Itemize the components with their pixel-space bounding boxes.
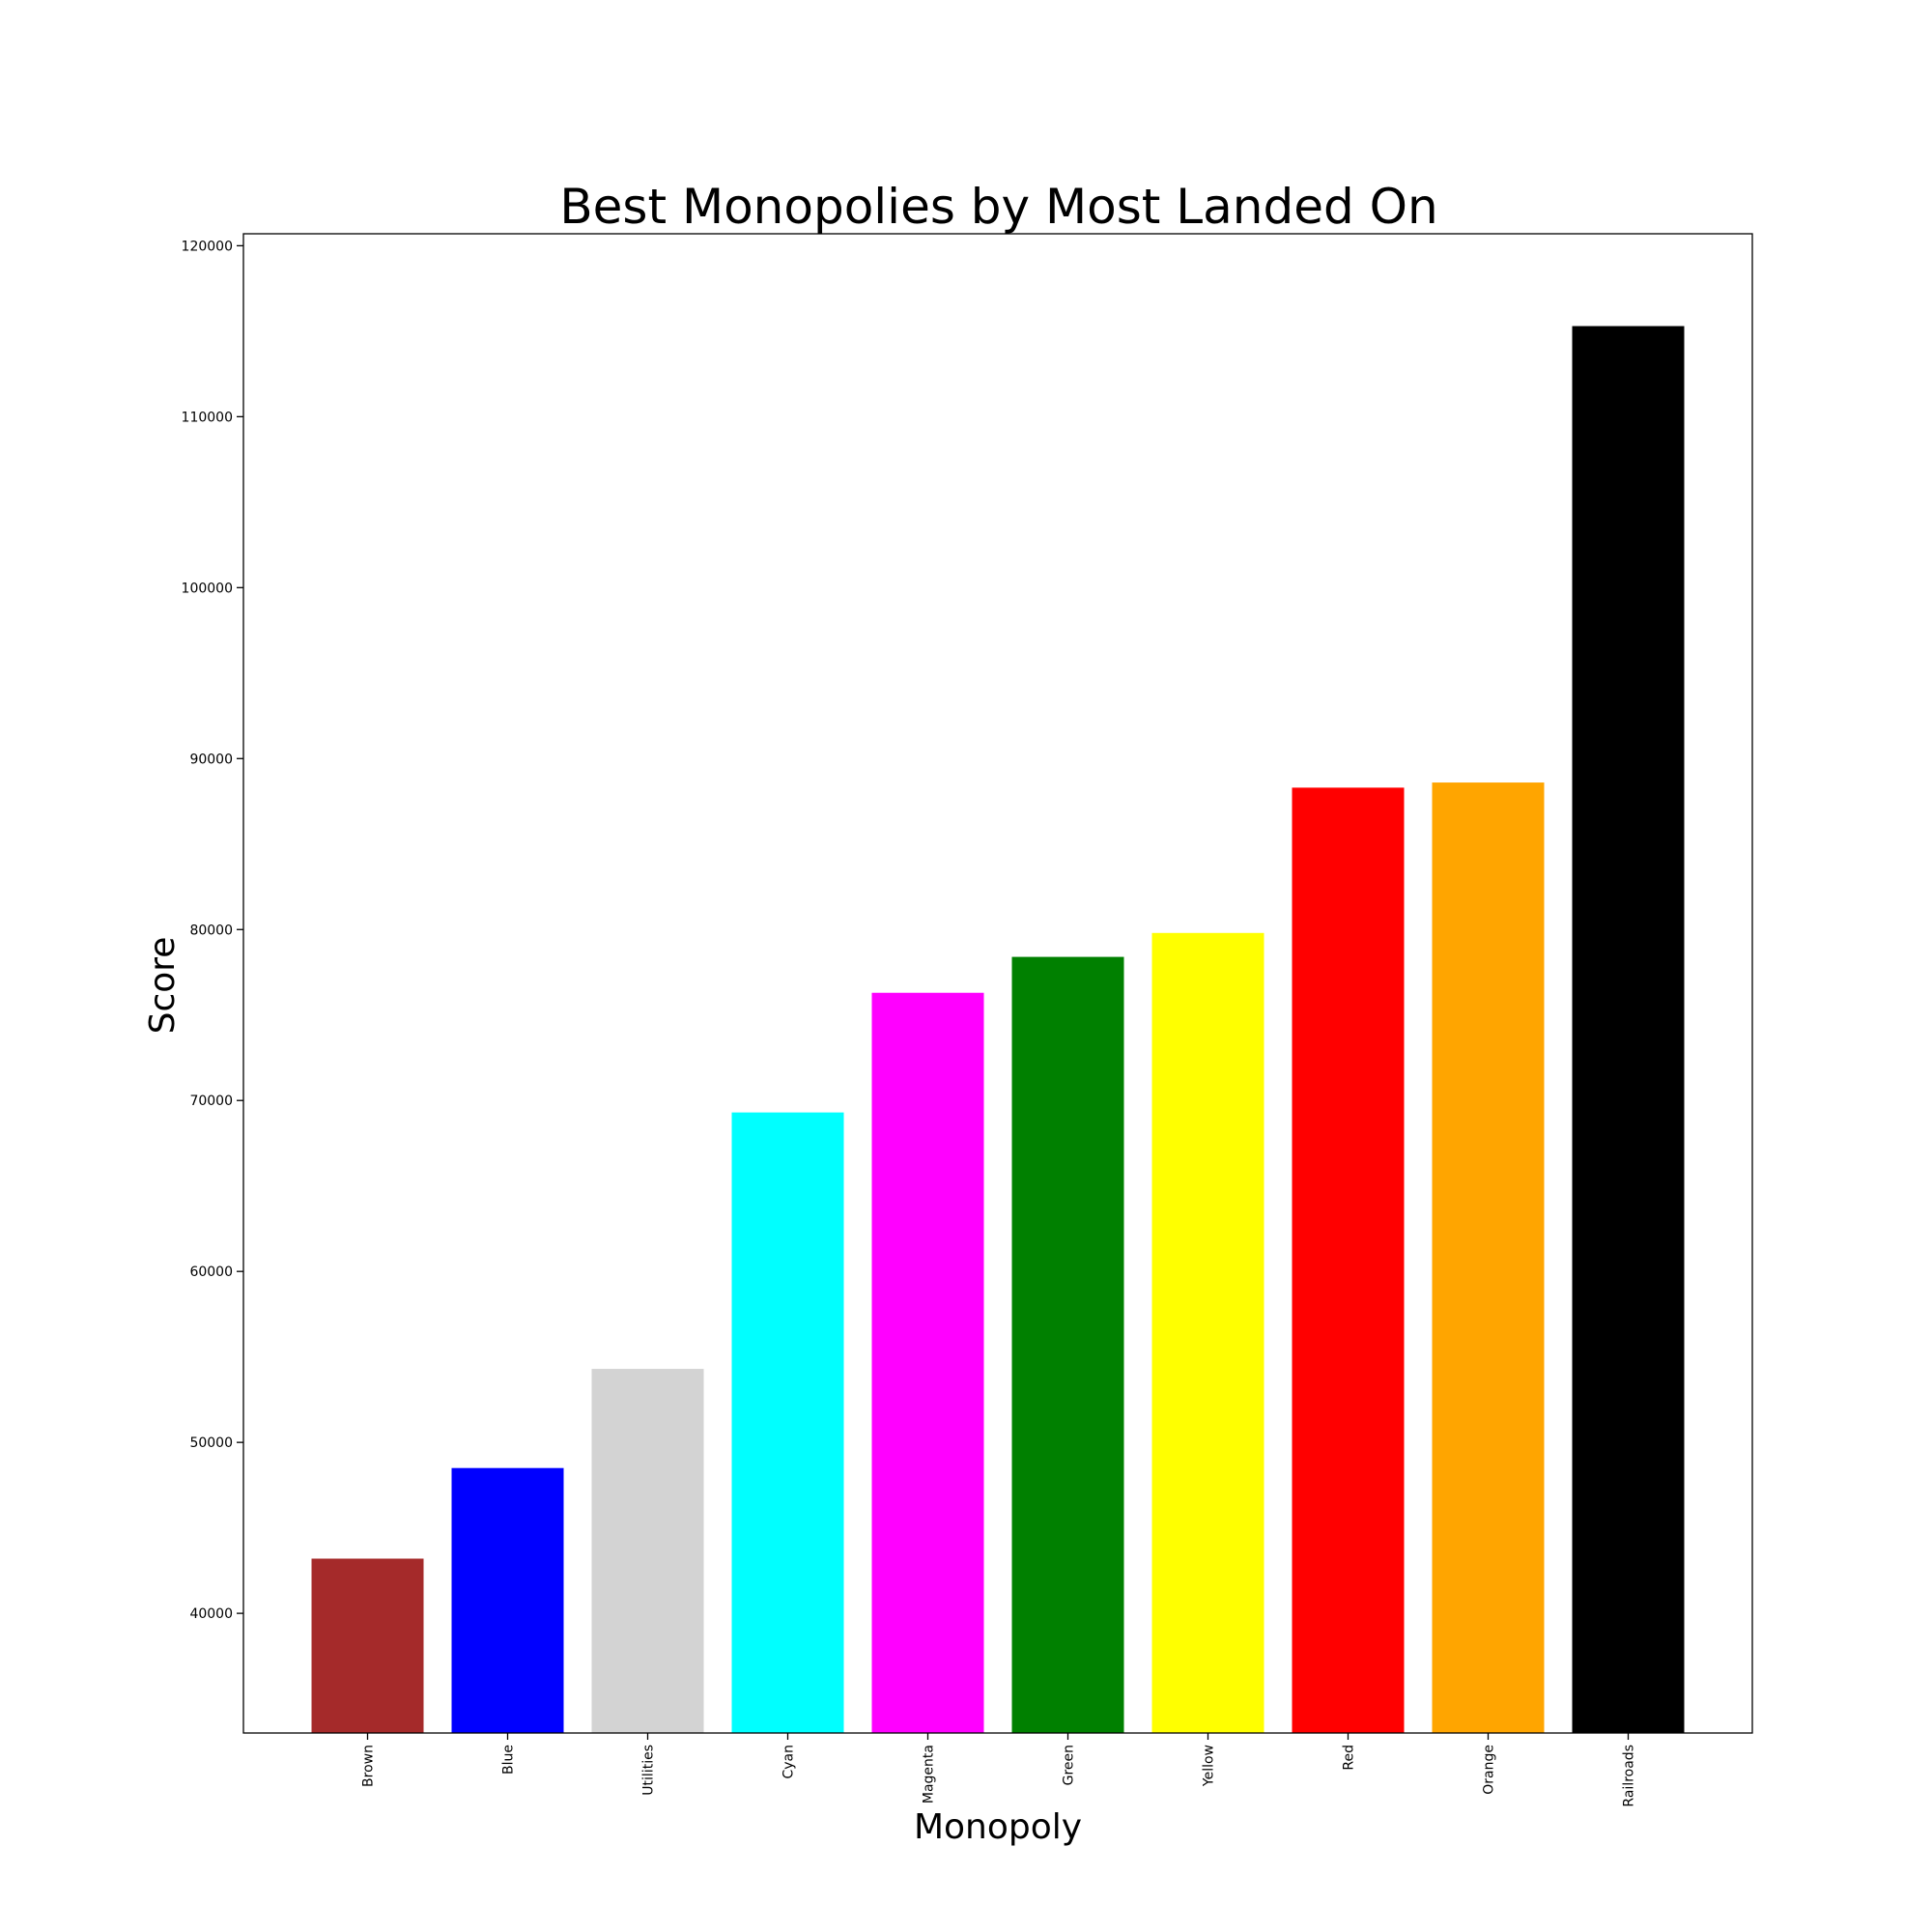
bars-group xyxy=(311,326,1685,1733)
x-tick-label: Green xyxy=(1062,1745,1077,1785)
x-axis-label: Monopoly xyxy=(914,1807,1082,1847)
x-tick-label: Blue xyxy=(501,1745,517,1775)
bar-yellow xyxy=(1151,932,1264,1733)
x-tick-label: Orange xyxy=(1482,1745,1497,1795)
y-tick-label: 50000 xyxy=(189,1435,233,1451)
x-tick-label: Red xyxy=(1342,1745,1357,1771)
y-tick-label: 110000 xyxy=(182,410,233,425)
y-tick-label: 90000 xyxy=(189,752,233,767)
y-tick-label: 60000 xyxy=(189,1264,233,1280)
x-axis-ticks: Brown Blue Utilities Cyan Magenta Green Yellow… xyxy=(361,1733,1637,1807)
y-tick-label: 40000 xyxy=(189,1606,233,1622)
bar-brown xyxy=(311,1558,424,1733)
chart-title: Best Monopolies by Most Landed On xyxy=(559,179,1437,235)
bar-red xyxy=(1292,787,1405,1733)
x-tick-label: Railroads xyxy=(1622,1745,1637,1807)
bar-cyan xyxy=(731,1112,844,1733)
y-tick-label: 120000 xyxy=(182,239,233,254)
y-axis-label: Score xyxy=(143,937,183,1035)
bar-magenta xyxy=(871,992,984,1733)
x-tick-label: Magenta xyxy=(922,1745,937,1804)
bar-green xyxy=(1011,956,1124,1733)
y-tick-label: 100000 xyxy=(182,581,233,596)
x-tick-label: Brown xyxy=(361,1745,377,1787)
y-tick-label: 70000 xyxy=(189,1094,233,1109)
bar-utilities xyxy=(591,1369,704,1733)
bar-blue xyxy=(451,1467,564,1733)
x-tick-label: Cyan xyxy=(781,1745,797,1779)
x-tick-label: Yellow xyxy=(1202,1745,1217,1787)
x-tick-label: Utilities xyxy=(641,1745,657,1796)
y-tick-label: 80000 xyxy=(189,923,233,938)
bar-orange xyxy=(1432,782,1545,1733)
bar-railroads xyxy=(1572,326,1685,1733)
plot-frame xyxy=(242,233,1753,1734)
y-axis-ticks: 40000 50000 60000 70000 80000 90000 100000 1100… xyxy=(182,239,243,1622)
